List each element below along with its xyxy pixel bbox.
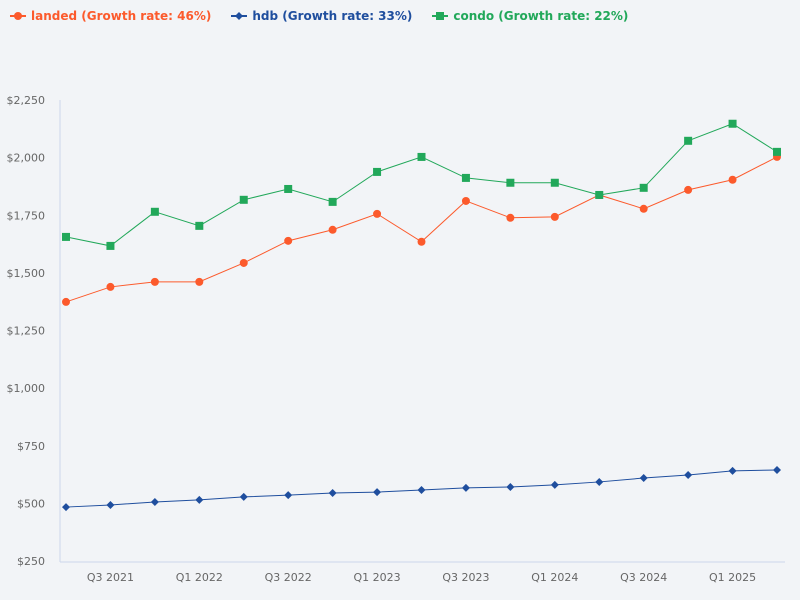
x-tick-label: Q1 2023 xyxy=(353,571,400,584)
x-tick-label: Q1 2022 xyxy=(176,571,223,584)
data-point xyxy=(150,277,159,286)
data-point xyxy=(284,184,293,193)
data-point xyxy=(550,212,559,221)
data-point xyxy=(239,492,248,501)
data-point xyxy=(506,213,515,222)
data-point xyxy=(417,152,426,161)
data-point xyxy=(595,190,604,199)
data-point xyxy=(506,178,515,187)
legend-label: hdb (Growth rate: 33%) xyxy=(252,9,413,23)
y-tick-label: $1,250 xyxy=(7,325,46,338)
data-point xyxy=(373,488,382,497)
data-point xyxy=(417,237,426,246)
legend-item[interactable]: hdb (Growth rate: 33%) xyxy=(231,9,412,23)
data-point xyxy=(639,183,648,192)
y-tick-label: $500 xyxy=(17,497,45,510)
data-point xyxy=(195,495,204,504)
data-point xyxy=(417,486,426,495)
data-point xyxy=(328,489,337,498)
y-tick-label: $2,000 xyxy=(7,152,46,165)
data-point xyxy=(550,480,559,489)
circle-marker-icon xyxy=(10,12,26,20)
y-tick-label: $1,500 xyxy=(7,267,46,280)
data-point xyxy=(239,258,248,267)
data-point xyxy=(728,175,737,184)
data-point xyxy=(461,173,470,182)
data-point xyxy=(328,225,337,234)
data-point xyxy=(773,147,781,156)
data-point xyxy=(62,503,70,512)
data-point xyxy=(773,465,781,474)
y-tick-label: $2,250 xyxy=(7,94,46,107)
legend-label: landed (Growth rate: 46%) xyxy=(31,9,212,23)
data-point xyxy=(239,195,248,204)
data-point xyxy=(150,497,159,506)
data-point xyxy=(684,136,693,145)
data-point xyxy=(62,232,70,241)
x-tick-label: Q1 2024 xyxy=(531,571,578,584)
y-tick-label: $750 xyxy=(17,440,45,453)
x-tick-label: Q3 2023 xyxy=(442,571,489,584)
data-point xyxy=(639,204,648,213)
data-point xyxy=(106,282,115,291)
data-point xyxy=(195,221,204,230)
data-point xyxy=(728,119,737,128)
data-point xyxy=(150,207,159,216)
data-point xyxy=(506,483,515,492)
data-point xyxy=(461,483,470,492)
data-point xyxy=(684,471,693,480)
data-point xyxy=(595,477,604,486)
data-point xyxy=(461,196,470,205)
square-marker-icon xyxy=(432,12,449,20)
data-point xyxy=(284,236,293,245)
legend-item[interactable]: landed (Growth rate: 46%) xyxy=(10,9,211,23)
y-tick-label: $1,000 xyxy=(7,382,46,395)
data-point xyxy=(195,277,204,286)
data-point xyxy=(550,178,559,187)
data-point xyxy=(728,466,737,475)
legend-label: condo (Growth rate: 22%) xyxy=(453,9,629,23)
x-tick-label: Q1 2025 xyxy=(709,571,756,584)
data-point xyxy=(328,197,337,206)
data-point xyxy=(373,209,382,218)
data-point xyxy=(106,241,115,250)
data-point xyxy=(106,500,115,509)
legend: landed (Growth rate: 46%) hdb (Growth rat… xyxy=(10,9,628,23)
data-point xyxy=(639,474,648,483)
data-point xyxy=(284,491,293,500)
y-tick-label: $250 xyxy=(17,555,45,568)
x-tick-label: Q3 2021 xyxy=(87,571,134,584)
legend-item[interactable]: condo (Growth rate: 22%) xyxy=(432,9,628,23)
x-tick-label: Q3 2024 xyxy=(620,571,667,584)
data-point xyxy=(684,185,693,194)
x-tick-label: Q3 2022 xyxy=(265,571,312,584)
data-point xyxy=(373,167,382,176)
series-line-0 xyxy=(65,156,778,303)
y-tick-label: $1,750 xyxy=(7,209,46,222)
diamond-marker-icon xyxy=(231,12,248,20)
series-line-2 xyxy=(65,123,778,247)
data-point xyxy=(62,297,70,306)
